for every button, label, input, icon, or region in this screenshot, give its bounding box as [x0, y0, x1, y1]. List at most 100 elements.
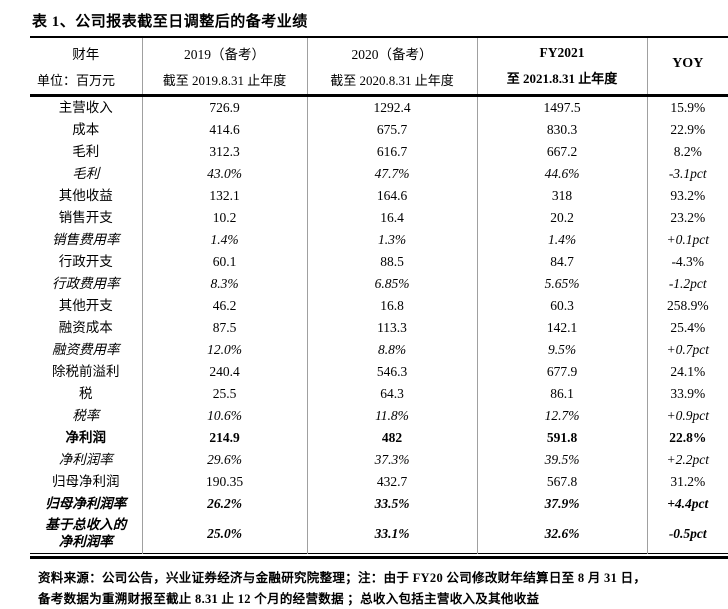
table-title: 表 1、公司报表截至日调整后的备考业绩 [32, 14, 308, 30]
header-yoy: YOY [647, 38, 728, 97]
table-row: 主营收入 726.9 1292.4 1497.5 15.9% [30, 95, 728, 119]
value-yoy: +0.1pct [666, 232, 709, 247]
value-fy2021: 32.6% [477, 515, 648, 554]
row-label: 净利润 [30, 427, 143, 449]
table-row: 销售费用率 1.4% 1.3% 1.4% +0.1pct [30, 229, 728, 251]
value-yoy: 15.9% [670, 100, 706, 115]
value-yoy: 93.2% [670, 188, 706, 203]
value-yoy: 33.9% [670, 386, 706, 401]
value-yoy: 22.9% [670, 122, 706, 137]
value-fy2021: 60.3 [477, 295, 648, 317]
value-fy2020: 113.3 [307, 317, 478, 339]
value-fy2019: 10.2 [142, 207, 308, 229]
value-yoy: 24.1% [670, 364, 706, 379]
value-yoy: -3.1pct [668, 166, 707, 181]
value-fy2020: 33.5% [307, 493, 478, 515]
value-yoy: +2.2pct [666, 452, 709, 467]
value-fy2020: 675.7 [307, 119, 478, 141]
value-yoy: 23.2% [670, 210, 706, 225]
table-row: 销售开支 10.2 16.4 20.2 23.2% [30, 207, 728, 229]
value-fy2021: 830.3 [477, 119, 648, 141]
value-fy2020: 33.1% [307, 515, 478, 554]
row-label: 行政费用率 [30, 273, 143, 295]
table-row: 基于总收入的 净利润率 25.0% 33.1% 32.6% -0.5pct [30, 515, 728, 554]
value-yoy: -1.2pct [668, 276, 707, 291]
header-fy2020: 2020（备考） 截至 2020.8.31 止年度 [307, 38, 478, 97]
row-label: 毛利 [30, 163, 143, 185]
table-row: 行政费用率 8.3% 6.85% 5.65% -1.2pct [30, 273, 728, 295]
value-fy2021: 9.5% [477, 339, 648, 361]
row-label: 税率 [30, 405, 143, 427]
table-row: 融资费用率 12.0% 8.8% 9.5% +0.7pct [30, 339, 728, 361]
value-fy2020: 616.7 [307, 141, 478, 163]
value-fy2020: 47.7% [307, 163, 478, 185]
value-fy2020: 11.8% [307, 405, 478, 427]
value-fy2021: 86.1 [477, 383, 648, 405]
row-label: 融资成本 [30, 317, 143, 339]
value-fy2021: 142.1 [477, 317, 648, 339]
value-fy2019: 12.0% [142, 339, 308, 361]
value-fy2020: 482 [307, 427, 478, 449]
value-fy2020: 37.3% [307, 449, 478, 471]
table-row: 其他开支 46.2 16.8 60.3 258.9% [30, 295, 728, 317]
row-label: 归母净利润 [30, 471, 143, 493]
value-fy2019: 8.3% [142, 273, 308, 295]
value-fy2021: 5.65% [477, 273, 648, 295]
value-yoy: +0.9pct [666, 408, 709, 423]
header-fiscal-year-label: 财年 [72, 47, 100, 62]
value-fy2021: 318 [477, 185, 648, 207]
value-fy2021: 667.2 [477, 141, 648, 163]
value-fy2020: 546.3 [307, 361, 478, 383]
row-label: 行政开支 [30, 251, 143, 273]
source-note-line1: 资料来源：公司公告，兴业证券经济与金融研究院整理；注：由于 FY20 公司修改财… [38, 571, 647, 585]
value-fy2020: 64.3 [307, 383, 478, 405]
value-fy2020: 88.5 [307, 251, 478, 273]
row-label: 其他收益 [30, 185, 143, 207]
value-yoy: +4.4pct [667, 496, 709, 511]
financial-table: 财年 单位：百万元 2019（备考） 截至 2019.8.31 止年度 2020… [30, 38, 728, 554]
value-fy2019: 190.35 [142, 471, 308, 493]
value-fy2019: 214.9 [142, 427, 308, 449]
value-fy2019: 240.4 [142, 361, 308, 383]
source-note: 资料来源：公司公告，兴业证券经济与金融研究院整理；注：由于 FY20 公司修改财… [30, 568, 728, 609]
value-fy2020: 164.6 [307, 185, 478, 207]
value-fy2019: 25.5 [142, 383, 308, 405]
value-fy2019: 132.1 [142, 185, 308, 207]
table-row: 归母净利润率 26.2% 33.5% 37.9% +4.4pct [30, 493, 728, 515]
value-fy2021: 84.7 [477, 251, 648, 273]
value-yoy: -0.5pct [668, 526, 707, 541]
header-row: 财年 单位：百万元 2019（备考） 截至 2019.8.31 止年度 2020… [30, 38, 728, 97]
header-fy2020-period: 截至 2020.8.31 止年度 [330, 73, 454, 88]
value-fy2019: 1.4% [142, 229, 308, 251]
header-fy2021-period: 至 2021.8.31 止年度 [506, 71, 618, 86]
value-fy2021: 39.5% [477, 449, 648, 471]
table-row: 毛利 43.0% 47.7% 44.6% -3.1pct [30, 163, 728, 185]
table-body: 主营收入 726.9 1292.4 1497.5 15.9% 成本 414.6 675.7 83… [30, 95, 728, 554]
table-row: 除税前溢利 240.4 546.3 677.9 24.1% [30, 361, 728, 383]
header-unit-label: 单位：百万元 [37, 73, 116, 88]
value-fy2019: 87.5 [142, 317, 308, 339]
value-fy2019: 26.2% [142, 493, 308, 515]
row-label: 其他开支 [30, 295, 143, 317]
row-label: 融资费用率 [30, 339, 143, 361]
table-row: 净利润 214.9 482 591.8 22.8% [30, 427, 728, 449]
value-fy2020: 6.85% [307, 273, 478, 295]
value-fy2021: 1497.5 [477, 95, 648, 119]
row-label: 成本 [30, 119, 143, 141]
value-fy2019: 312.3 [142, 141, 308, 163]
value-fy2021: 12.7% [477, 405, 648, 427]
value-fy2021: 44.6% [477, 163, 648, 185]
value-fy2021: 37.9% [477, 493, 648, 515]
value-yoy: 31.2% [670, 474, 706, 489]
table-row: 融资成本 87.5 113.3 142.1 25.4% [30, 317, 728, 339]
table-header: 财年 单位：百万元 2019（备考） 截至 2019.8.31 止年度 2020… [30, 38, 728, 97]
table-row: 成本 414.6 675.7 830.3 22.9% [30, 119, 728, 141]
value-fy2020: 16.8 [307, 295, 478, 317]
row-label: 毛利 [30, 141, 143, 163]
value-fy2020: 432.7 [307, 471, 478, 493]
table-row: 行政开支 60.1 88.5 84.7 -4.3% [30, 251, 728, 273]
header-fy2019-title: 2019（备考） [184, 47, 265, 62]
title-rule [30, 36, 728, 38]
header-fy2021: FY2021 至 2021.8.31 止年度 [477, 38, 648, 97]
